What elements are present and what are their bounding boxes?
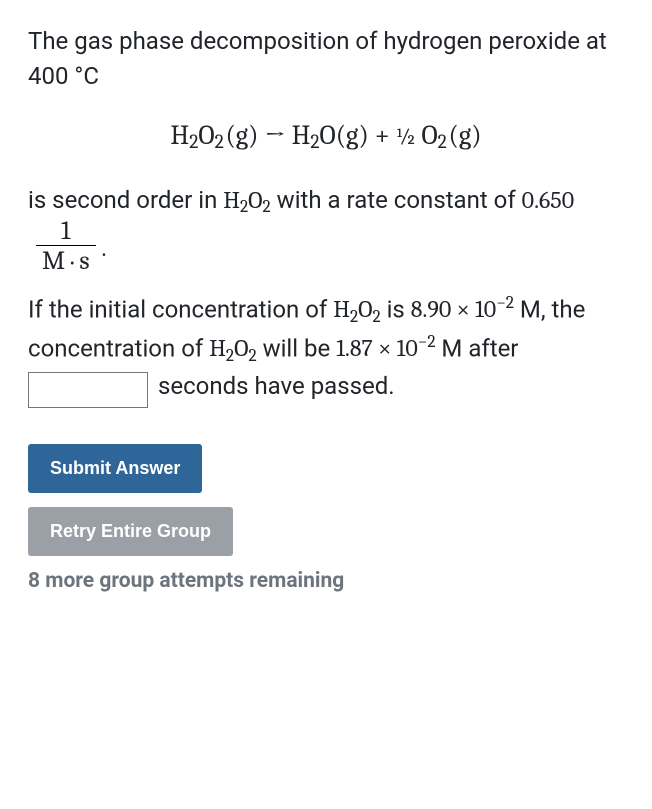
attempts-remaining: 8 more group attempts remaining	[28, 566, 624, 596]
chemical-equation: H2O2 (g) → H2O(g) + ½ O2 (g)	[28, 116, 624, 157]
species-inline-3: H2O2	[209, 334, 256, 362]
rhs-species-1: H2O(g)	[292, 120, 375, 151]
species-inline-1: H2O2	[223, 186, 270, 214]
retry-button[interactable]: Retry Entire Group	[28, 507, 233, 556]
question-body: If the initial concentration of H2O2 is …	[28, 291, 624, 408]
rhs-species-2: O2 (g)	[421, 120, 481, 151]
question-tail: seconds have passed.	[158, 372, 395, 400]
rate-constant-value: 0.650	[522, 186, 574, 214]
coefficient-half: ½	[396, 123, 416, 150]
reaction-arrow: →	[264, 120, 285, 151]
lhs-species: H2O2 (g)	[170, 120, 264, 151]
rate-info: is second order in H2O2 with a rate cons…	[28, 183, 624, 279]
species-inline-2: H2O2	[333, 295, 380, 323]
submit-button[interactable]: Submit Answer	[28, 444, 202, 493]
problem-intro: The gas phase decomposition of hydrogen …	[28, 24, 624, 94]
final-concentration: 1.87 × 10−2	[336, 334, 435, 362]
answer-input[interactable]	[28, 372, 148, 408]
rate-constant-units: 1 M · s	[36, 218, 96, 277]
intro-text: The gas phase decomposition of hydrogen …	[28, 27, 607, 90]
initial-concentration: 8.90 × 10−2	[411, 295, 514, 323]
